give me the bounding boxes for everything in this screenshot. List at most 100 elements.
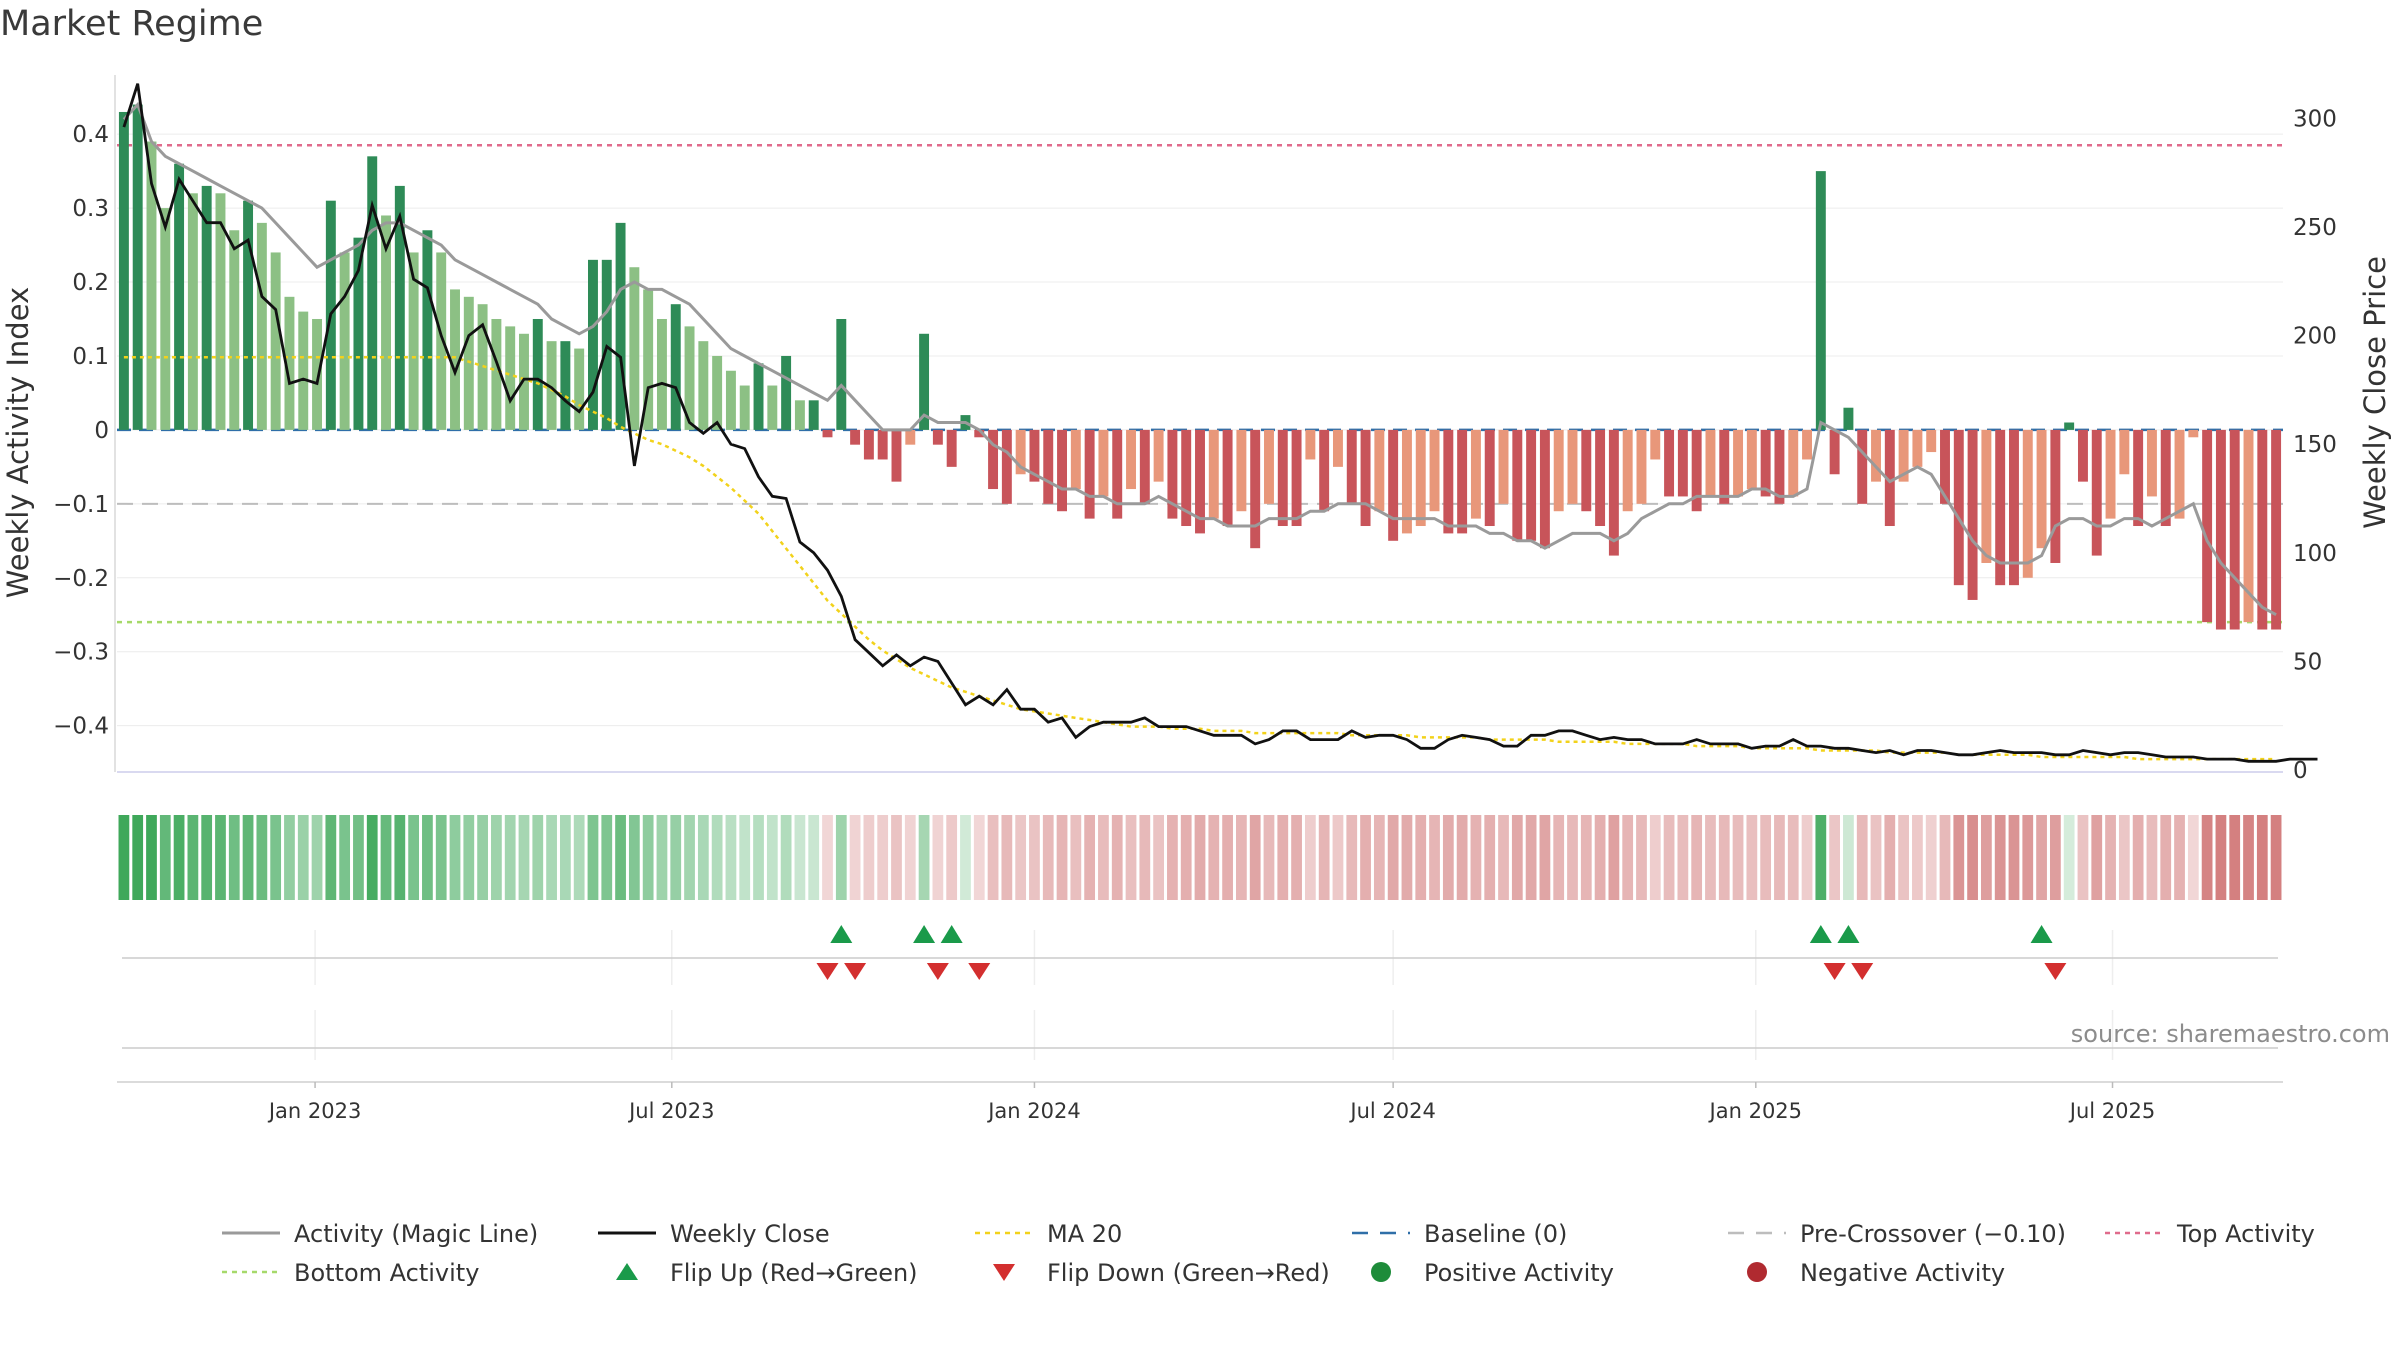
regime-cell [1511,815,1523,900]
activity-bar [1526,429,1537,541]
legend-label: Flip Down (Green→Red) [1047,1259,1330,1287]
activity-bar [1470,429,1481,519]
regime-cell [1360,815,1371,900]
flip-up-marker [1809,925,1832,943]
regime-cell [973,815,985,900]
activity-bar [2105,429,2116,519]
activity-bar [1981,429,1992,563]
activity-bar [1940,429,1950,504]
regime-cell [891,815,902,900]
regime-cell [877,815,889,900]
regime-cell [1180,815,1192,900]
regime-cell [1856,815,1868,900]
regime-cell [2201,815,2213,900]
activity-bar [946,429,957,467]
y-tick-label: 0.4 [72,122,109,148]
regime-cell [1042,815,1054,900]
regime-cell [1153,815,1164,900]
activity-bar [450,289,460,430]
y-tick-label: 0.3 [72,196,109,222]
date-tick-label: Jan 2025 [1708,1099,1803,1123]
activity-bar [436,252,447,430]
activity-bar [1126,429,1136,490]
activity-bar [1484,429,1495,527]
legend-item: Weekly Close [598,1220,830,1248]
regime-cell [1070,815,1082,900]
activity-bar [753,363,764,430]
regime-cell [697,815,709,900]
legend-label: Positive Activity [1424,1259,1614,1287]
regime-cell [1746,815,1758,900]
regime-cell [1663,815,1675,900]
activity-bar [1995,429,2006,586]
activity-bar [353,237,364,430]
activity-bar [1360,429,1371,527]
activity-bar [1112,429,1123,519]
legend-item: Bottom Activity [222,1259,479,1287]
y2-tick-label: 0 [2293,758,2308,784]
date-tick-label: Jan 2024 [986,1099,1081,1123]
regime-cell [2132,815,2144,900]
regime-cell [187,815,199,900]
activity-bar [1277,429,1288,527]
regime-cell [1898,815,1909,900]
regime-cell [1774,815,1785,900]
activity-bar [863,429,874,460]
regime-cell [656,815,668,900]
regime-cell [353,815,364,900]
regime-cell [477,815,488,900]
legend-item: MA 20 [975,1220,1122,1248]
regime-cell [2174,815,2185,900]
regime-cell [435,815,447,900]
activity-bar [1305,429,1316,460]
activity-bar [1664,429,1675,497]
y-axis-title: Weekly Activity Index [1,287,35,598]
regime-cell [1994,815,2006,900]
flip-up-marker [830,925,853,943]
regime-cell [2256,815,2268,900]
activity-bar [2009,429,2019,586]
activity-bar [505,326,516,430]
activity-bar [725,370,736,430]
activity-bar [1746,429,1757,490]
regime-cell [1249,815,1261,900]
activity-bar [1650,429,1661,460]
regime-cell [642,815,654,900]
activity-bar [312,318,323,430]
regime-cell [2118,815,2130,900]
flip-down-marker [1823,963,1846,980]
regime-cell [215,815,226,900]
regime-cell [422,815,433,900]
activity-bar [2188,429,2199,438]
regime-cell [1829,815,1841,900]
regime-cell [2063,815,2075,900]
regime-cell [822,815,833,900]
regime-cell [1139,815,1151,900]
regime-cell [1649,815,1661,900]
y-tick-label: −0.2 [53,566,109,592]
y-tick-label: −0.3 [53,640,109,666]
flip-down-marker [1851,963,1874,980]
regime-cell [284,815,295,900]
activity-bar [2202,429,2213,623]
activity-bar [1539,429,1550,549]
activity-bar [1967,429,1978,600]
activity-bar [1236,429,1247,512]
legend-item: Baseline (0) [1352,1220,1567,1248]
activity-bar [1677,429,1688,497]
activity-bar [1264,429,1274,504]
activity-bar [670,304,681,430]
regime-cell [670,815,682,900]
activity-bar [2091,429,2102,556]
activity-bar [160,208,171,430]
activity-bar [1139,429,1150,504]
activity-bar [767,385,778,430]
activity-bar [2050,429,2061,563]
regime-cell [849,815,861,900]
regime-cell [1222,815,1233,900]
activity-bar [2119,429,2130,475]
regime-cell [518,815,530,900]
regime-cell [2146,815,2158,900]
regime-cell [711,815,723,900]
activity-bar [256,222,267,430]
